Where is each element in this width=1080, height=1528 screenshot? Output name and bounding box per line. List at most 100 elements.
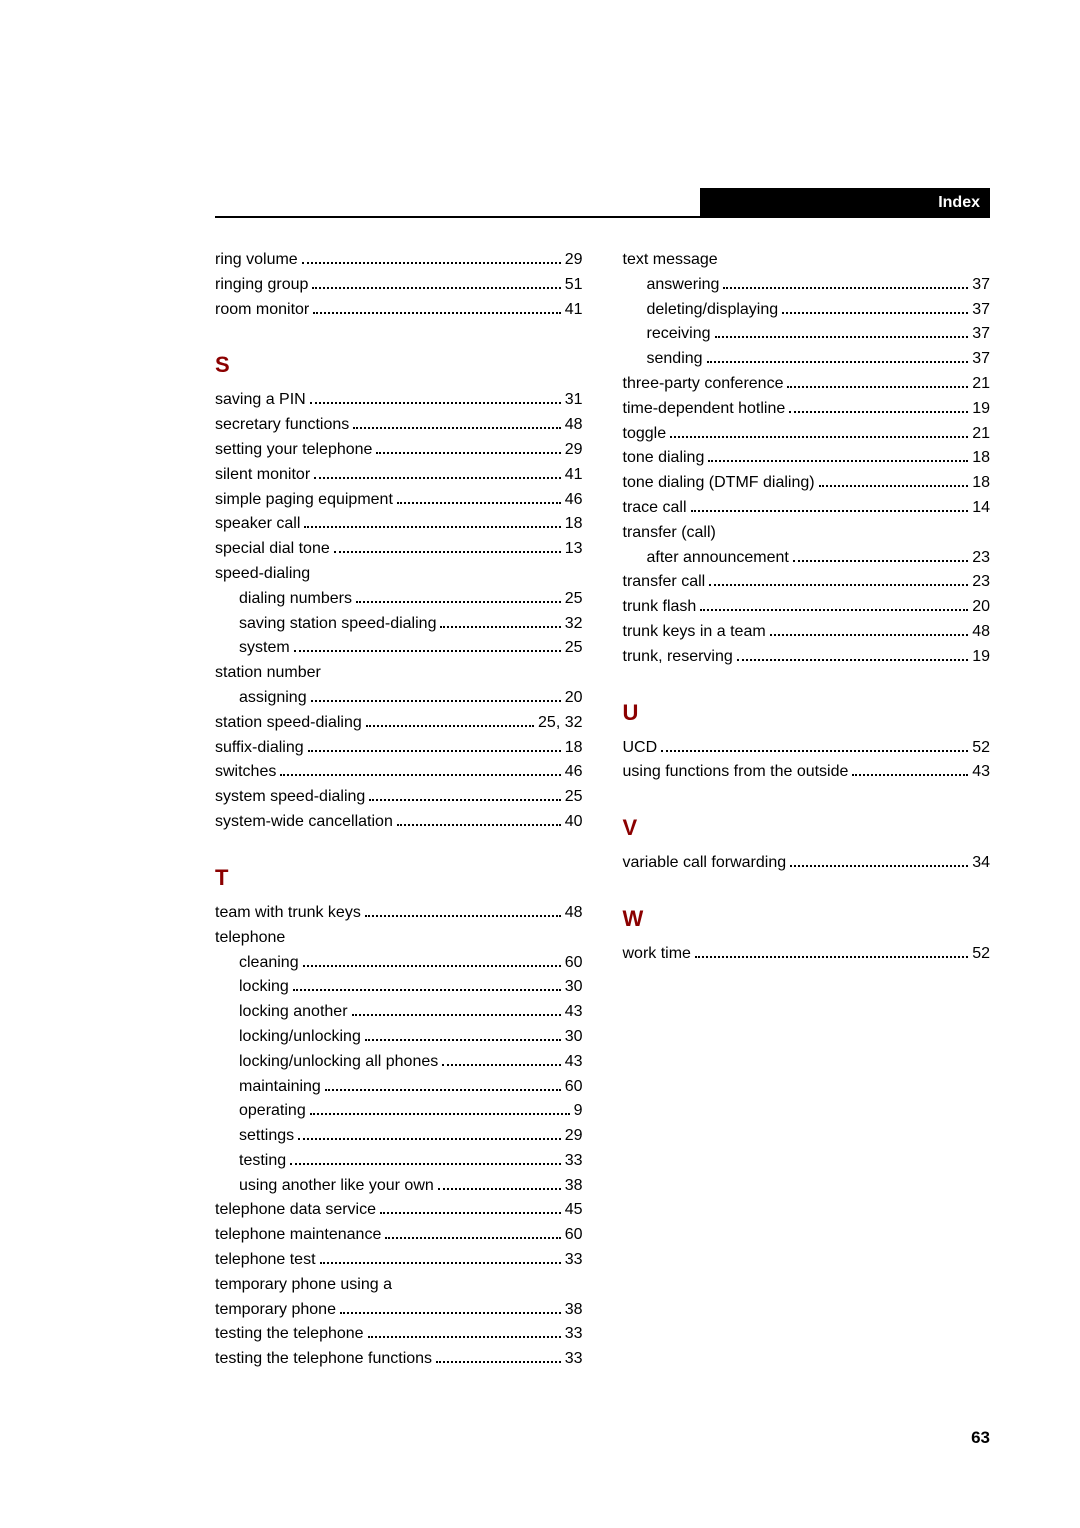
index-entry-leader — [310, 402, 561, 404]
index-entry-leader — [352, 1014, 561, 1016]
index-entry-leader — [770, 634, 969, 636]
index-entry: special dial tone13 — [215, 537, 583, 562]
index-entry-page: 48 — [565, 413, 583, 438]
header-bar: Index — [700, 188, 990, 218]
index-entry-leader — [308, 750, 561, 752]
index-entry: tone dialing 18 — [623, 446, 991, 471]
index-entry-leader — [314, 477, 561, 479]
index-entry: receiving37 — [623, 322, 991, 347]
index-group-label: temporary phone using a — [215, 1273, 583, 1298]
index-entry-page: 41 — [565, 298, 583, 323]
index-group-label: speed-dialing — [215, 562, 583, 587]
index-entry-label: operating — [239, 1099, 306, 1124]
index-entry-label: saving a PIN — [215, 388, 306, 413]
index-entry-label: assigning — [239, 686, 307, 711]
index-entry: testing the telephone functions33 — [215, 1347, 583, 1372]
index-entry: cleaning60 — [215, 951, 583, 976]
index-entry-label: transfer call — [623, 570, 706, 595]
index-entry: ringing group51 — [215, 273, 583, 298]
index-entry-label: station speed-dialing — [215, 711, 362, 736]
index-entry: three-party conference21 — [623, 372, 991, 397]
index-entry-page: 60 — [565, 1223, 583, 1248]
index-entry-leader — [356, 601, 561, 603]
index-entry: assigning 20 — [215, 686, 583, 711]
index-entry-label: system — [239, 636, 290, 661]
section-head: U — [623, 696, 991, 730]
index-entry-leader — [397, 824, 561, 826]
index-entry: secretary functions48 — [215, 413, 583, 438]
index-entry-label: room monitor — [215, 298, 309, 323]
index-columns: ring volume29ringing group51room monitor… — [215, 248, 990, 1372]
index-entry: settings29 — [215, 1124, 583, 1149]
index-entry-label: settings — [239, 1124, 294, 1149]
index-entry-page: 32 — [565, 612, 583, 637]
index-entry-leader — [298, 1138, 561, 1140]
index-entry-label: dialing numbers — [239, 587, 352, 612]
index-entry-label: deleting/displaying — [647, 298, 779, 323]
index-entry-label: switches — [215, 760, 276, 785]
index-entry-leader — [366, 725, 534, 727]
index-entry-leader — [280, 774, 560, 776]
index-entry-leader — [294, 650, 561, 652]
index-entry-page: 25 — [565, 636, 583, 661]
index-group-label: text message — [623, 248, 991, 273]
index-entry: system-wide cancellation40 — [215, 810, 583, 835]
index-entry-page: 18 — [972, 446, 990, 471]
index-entry-leader — [790, 865, 968, 867]
index-entry-leader — [302, 262, 561, 264]
index-entry-leader — [670, 436, 968, 438]
index-group-label: telephone — [215, 926, 583, 951]
page: Index ring volume29ringing group51room m… — [0, 0, 1080, 1528]
index-entry: transfer call 23 — [623, 570, 991, 595]
index-entry-leader — [369, 799, 560, 801]
index-entry: trunk flash20 — [623, 595, 991, 620]
index-entry-label: temporary phone — [215, 1298, 336, 1323]
index-entry: saving station speed-dialing32 — [215, 612, 583, 637]
index-entry-leader — [715, 336, 969, 338]
index-entry-page: 29 — [565, 438, 583, 463]
index-entry-leader — [782, 312, 968, 314]
index-entry-label: time-dependent hotline — [623, 397, 786, 422]
index-entry-leader — [852, 774, 968, 776]
index-entry-label: maintaining — [239, 1075, 321, 1100]
index-entry-page: 19 — [972, 397, 990, 422]
index-entry-label: variable call forwarding — [623, 851, 787, 876]
index-entry-leader — [442, 1064, 560, 1066]
index-entry-label: locking/unlocking — [239, 1025, 361, 1050]
index-entry-leader — [440, 626, 560, 628]
index-entry: locking/unlocking30 — [215, 1025, 583, 1050]
index-entry-page: 52 — [972, 736, 990, 761]
index-entry-label: setting your telephone — [215, 438, 372, 463]
index-group-label: station number — [215, 661, 583, 686]
index-entry: station speed-dialing25, 32 — [215, 711, 583, 736]
index-entry-label: tone dialing (DTMF dialing) — [623, 471, 815, 496]
index-entry-page: 14 — [972, 496, 990, 521]
index-entry: speaker call18 — [215, 512, 583, 537]
index-entry-leader — [787, 386, 968, 388]
index-entry: toggle21 — [623, 422, 991, 447]
index-entry-label: suffix-dialing — [215, 736, 304, 761]
index-entry-label: locking another — [239, 1000, 348, 1025]
index-entry-leader — [819, 485, 969, 487]
index-entry-label: tone dialing — [623, 446, 705, 471]
index-entry: telephone maintenance60 — [215, 1223, 583, 1248]
index-entry: testing the telephone33 — [215, 1322, 583, 1347]
index-entry: telephone test33 — [215, 1248, 583, 1273]
header-title: Index — [938, 194, 980, 212]
index-entry-leader — [368, 1336, 561, 1338]
index-entry-leader — [293, 989, 561, 991]
index-entry-page: 25 — [565, 785, 583, 810]
index-entry-label: toggle — [623, 422, 667, 447]
index-entry-page: 20 — [565, 686, 583, 711]
index-entry: locking another43 — [215, 1000, 583, 1025]
index-entry-label: speaker call — [215, 512, 300, 537]
section-head: T — [215, 861, 583, 895]
index-entry-leader — [737, 659, 968, 661]
index-entry-page: 23 — [972, 570, 990, 595]
index-entry-label: trunk flash — [623, 595, 697, 620]
index-entry-page: 9 — [574, 1099, 583, 1124]
index-entry: simple paging equipment46 — [215, 488, 583, 513]
index-entry-leader — [312, 287, 560, 289]
index-entry-page: 30 — [565, 975, 583, 1000]
index-group-label: transfer (call) — [623, 521, 991, 546]
